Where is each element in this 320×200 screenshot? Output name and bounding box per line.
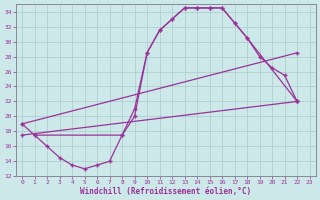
X-axis label: Windchill (Refroidissement éolien,°C): Windchill (Refroidissement éolien,°C) (80, 187, 252, 196)
